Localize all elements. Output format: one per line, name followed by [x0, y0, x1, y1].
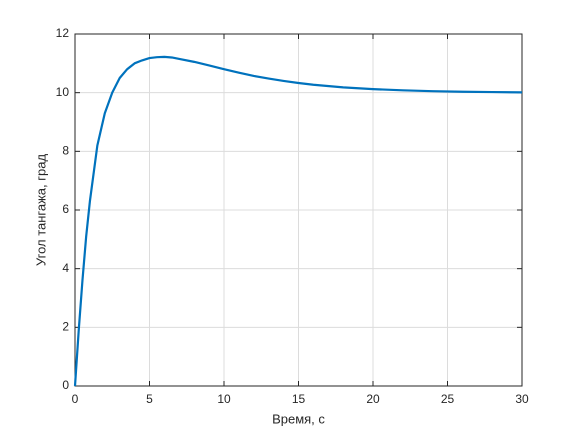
- x-tick-label: 25: [441, 392, 455, 406]
- x-tick-label: 15: [292, 392, 306, 406]
- x-tick-label: 30: [515, 392, 529, 406]
- x-tick-label: 10: [217, 392, 231, 406]
- line: [73, 55, 523, 387]
- y-tick-label: 4: [62, 261, 69, 275]
- y-tick-label: 2: [62, 320, 69, 334]
- y-tick-label: 8: [62, 144, 69, 158]
- y-axis-label: Угол тангажа, град: [33, 154, 48, 267]
- y-tick-label: 6: [62, 202, 69, 216]
- y-tick-label: 12: [56, 26, 70, 40]
- axes-box: [74, 33, 523, 387]
- y-tick-label: 0: [62, 378, 69, 392]
- x-tick-label: 20: [366, 392, 380, 406]
- x-tick-label: 0: [72, 392, 79, 406]
- x-tick-label: 5: [146, 392, 153, 406]
- x-axis-label: Время, с: [272, 411, 325, 426]
- y-tick-label: 10: [56, 85, 70, 99]
